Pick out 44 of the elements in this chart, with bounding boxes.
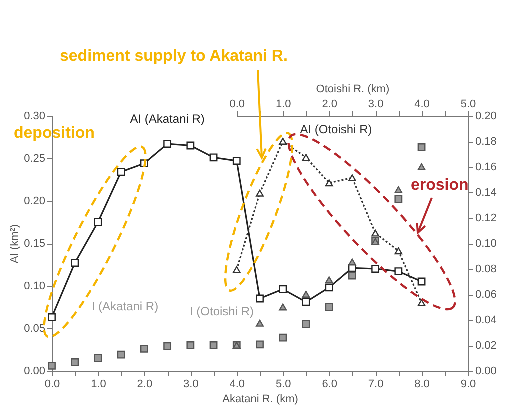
y-tick-label: 0.05 [24,323,46,335]
y-tick-label: 0.20 [24,196,46,208]
y-tick-label: 0.15 [24,238,46,250]
y2-tick-label: 0.20 [476,110,497,122]
y-axis-title: AI (km²) [9,224,22,264]
x2-tick-label: 5.0 [460,98,476,110]
text: sediment supply to Akatani R. [60,48,288,65]
y2-tick-label: 0.06 [476,289,497,301]
x-tick-label: 9.0 [460,378,476,390]
x-tick-label: 6.0 [322,378,338,390]
y-tick-label: 0.10 [24,280,46,292]
series-label: I (Otoishi R) [190,304,254,318]
x2-axis-title: Otoishi R. (km) [316,84,390,96]
y2-tick-label: 0.12 [476,212,497,224]
x-tick-label: 4.0 [230,378,246,390]
x2-tick-label: 4.0 [414,98,430,110]
y2-tick-label: 0.00 [476,366,497,378]
annotation: deposition [14,125,95,142]
series-label: AI (Otoishi R) [300,122,372,137]
series-label: AI (Akatani R) [130,112,205,126]
x-tick-label: 7.0 [368,378,384,390]
annotation: erosion [411,177,469,194]
y2-tick-label: 0.02 [476,340,497,352]
x-tick-label: 2.0 [137,378,153,390]
x2-tick-label: 1.0 [276,98,292,110]
x-tick-label: 1.0 [91,378,106,390]
x2-tick-label: 0.0 [230,98,246,110]
x-tick-label: 3.0 [184,378,199,390]
x-axis-title: Akatani R. (km) [222,394,298,406]
y2-tick-label: 0.18 [476,136,497,148]
y-tick-label: 0.25 [24,153,46,165]
x-tick-label: 5.0 [276,378,292,390]
y2-tick-label: 0.10 [476,238,497,250]
y2-tick-label: 0.04 [476,314,497,326]
y2-tick-label: 0.08 [476,264,497,276]
x2-tick-label: 3.0 [368,98,384,110]
y2-tick-label: 0.14 [476,187,497,199]
y-tick-label: 0.00 [24,366,46,378]
y2-tick-label: 0.16 [476,162,497,174]
x-tick-label: 0.0 [44,378,60,390]
x2-tick-label: 2.0 [322,98,338,110]
y-tick-label: 0.30 [24,110,46,122]
text: I (Akatani R) [92,299,159,314]
x-tick-label: 8.0 [414,378,430,390]
